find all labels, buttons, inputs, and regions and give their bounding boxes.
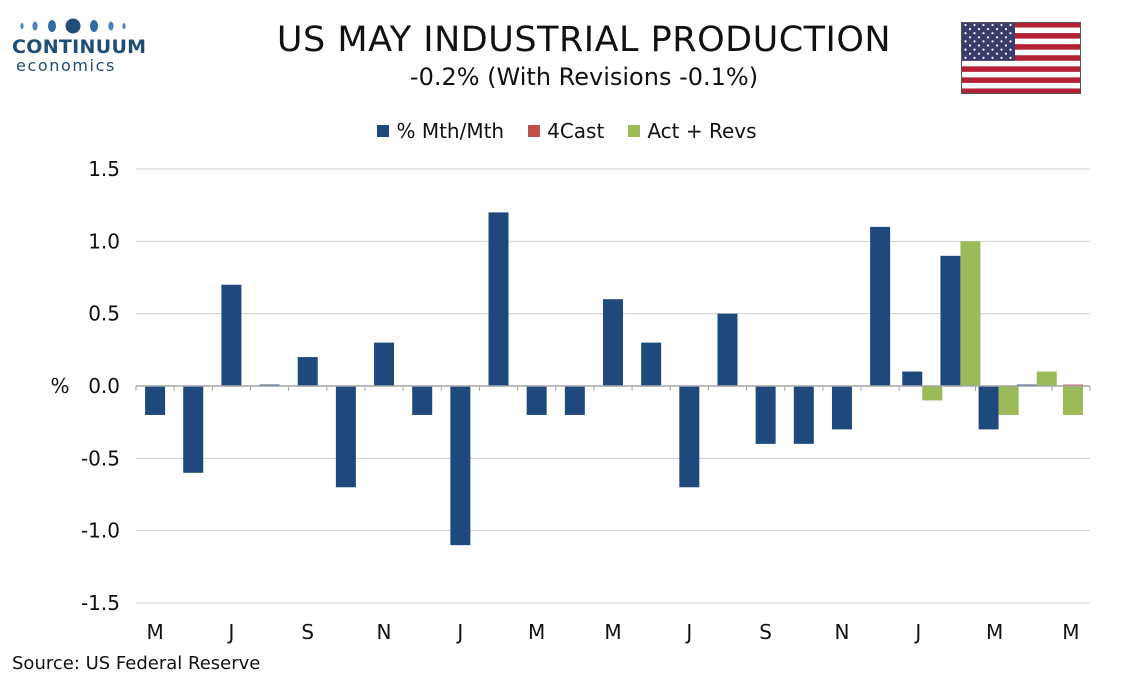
legend-item-revs: Act + Revs: [628, 119, 757, 143]
bar-mth: [717, 313, 738, 386]
bar-mth: [978, 386, 999, 430]
bar-mth: [831, 386, 852, 430]
y-tick-label: 1.0: [88, 229, 120, 253]
bar-mth: [902, 371, 923, 386]
bar-chart: 1.5 1.0 0.5 0.0 -0.5 -1.0 -1.5% M J S N J M M J S N J M M: [50, 157, 1091, 644]
legend-item-4cast: 4Cast: [528, 119, 604, 143]
legend-swatch-4cast: [528, 125, 541, 137]
bar-mth: [940, 255, 961, 386]
chart-legend: % Mth/Mth 4Cast Act + Revs: [0, 119, 1134, 143]
y-tick-label: -0.5: [81, 446, 120, 470]
bar-act-revs: [1036, 371, 1057, 386]
bar-mth: [564, 386, 585, 415]
bar-act-revs: [998, 386, 1019, 415]
y-tick-label: 0.0: [88, 374, 120, 398]
bar-mth: [145, 386, 166, 415]
x-tick-label: J: [455, 620, 463, 644]
bar-mth: [755, 386, 776, 444]
bar-mth: [603, 299, 623, 386]
legend-label-4cast: 4Cast: [547, 119, 605, 143]
legend-swatch-mth: [377, 125, 390, 137]
legend-label-revs: Act + Revs: [647, 119, 757, 143]
x-tick-label: S: [301, 620, 314, 644]
bar-mth: [335, 386, 356, 488]
us-flag-icon: [961, 22, 1081, 94]
bar-mth: [297, 357, 318, 386]
legend-swatch-revs: [628, 125, 641, 137]
bar-mth: [641, 342, 662, 386]
continuum-economics-logo: CONTINUUM economics: [12, 14, 147, 78]
y-tick-label: 0.5: [88, 302, 120, 326]
bar-mth: [221, 284, 242, 386]
bar-mth: [679, 386, 700, 488]
legend-item-mth: % Mth/Mth: [377, 119, 504, 143]
bar-mth: [793, 386, 814, 444]
logo-dots-icon: [20, 18, 126, 34]
source-note: Source: US Federal Reserve: [12, 653, 261, 674]
logo-text-continuum: CONTINUUM: [12, 36, 147, 58]
y-tick-label: -1.5: [81, 591, 120, 615]
x-tick-label: S: [759, 620, 772, 644]
chart-title: US MAY INDUSTRIAL PRODUCTION: [276, 20, 892, 60]
x-tick-label: J: [684, 620, 692, 644]
x-tick-label: M: [1062, 620, 1079, 644]
y-axis-label: %: [50, 374, 69, 398]
bar-act-revs: [960, 241, 981, 386]
bar-act-revs: [922, 386, 943, 401]
bar-act-revs: [1062, 386, 1083, 415]
bar-mth: [412, 386, 433, 415]
bar-mth: [870, 226, 891, 386]
x-tick-label: M: [528, 620, 545, 644]
y-tick-label: -1.0: [81, 519, 120, 543]
y-tick-label: 1.5: [88, 157, 120, 181]
chart-subtitle: -0.2% (With Revisions -0.1%): [409, 63, 759, 91]
x-tick-label: M: [604, 620, 621, 644]
bar-mth: [374, 342, 395, 386]
bar-mth: [526, 386, 547, 415]
x-tick-label: M: [986, 620, 1003, 644]
x-tick-label: N: [834, 620, 849, 644]
bar-mth: [450, 386, 471, 546]
x-tick-label: M: [146, 620, 163, 644]
bar-mth: [183, 386, 204, 473]
logo-text-economics: economics: [16, 56, 116, 75]
bar-mth: [488, 212, 509, 386]
x-tick-label: J: [226, 620, 234, 644]
x-tick-label: N: [377, 620, 392, 644]
x-tick-label: J: [913, 620, 921, 644]
legend-label-mth: % Mth/Mth: [396, 119, 505, 143]
